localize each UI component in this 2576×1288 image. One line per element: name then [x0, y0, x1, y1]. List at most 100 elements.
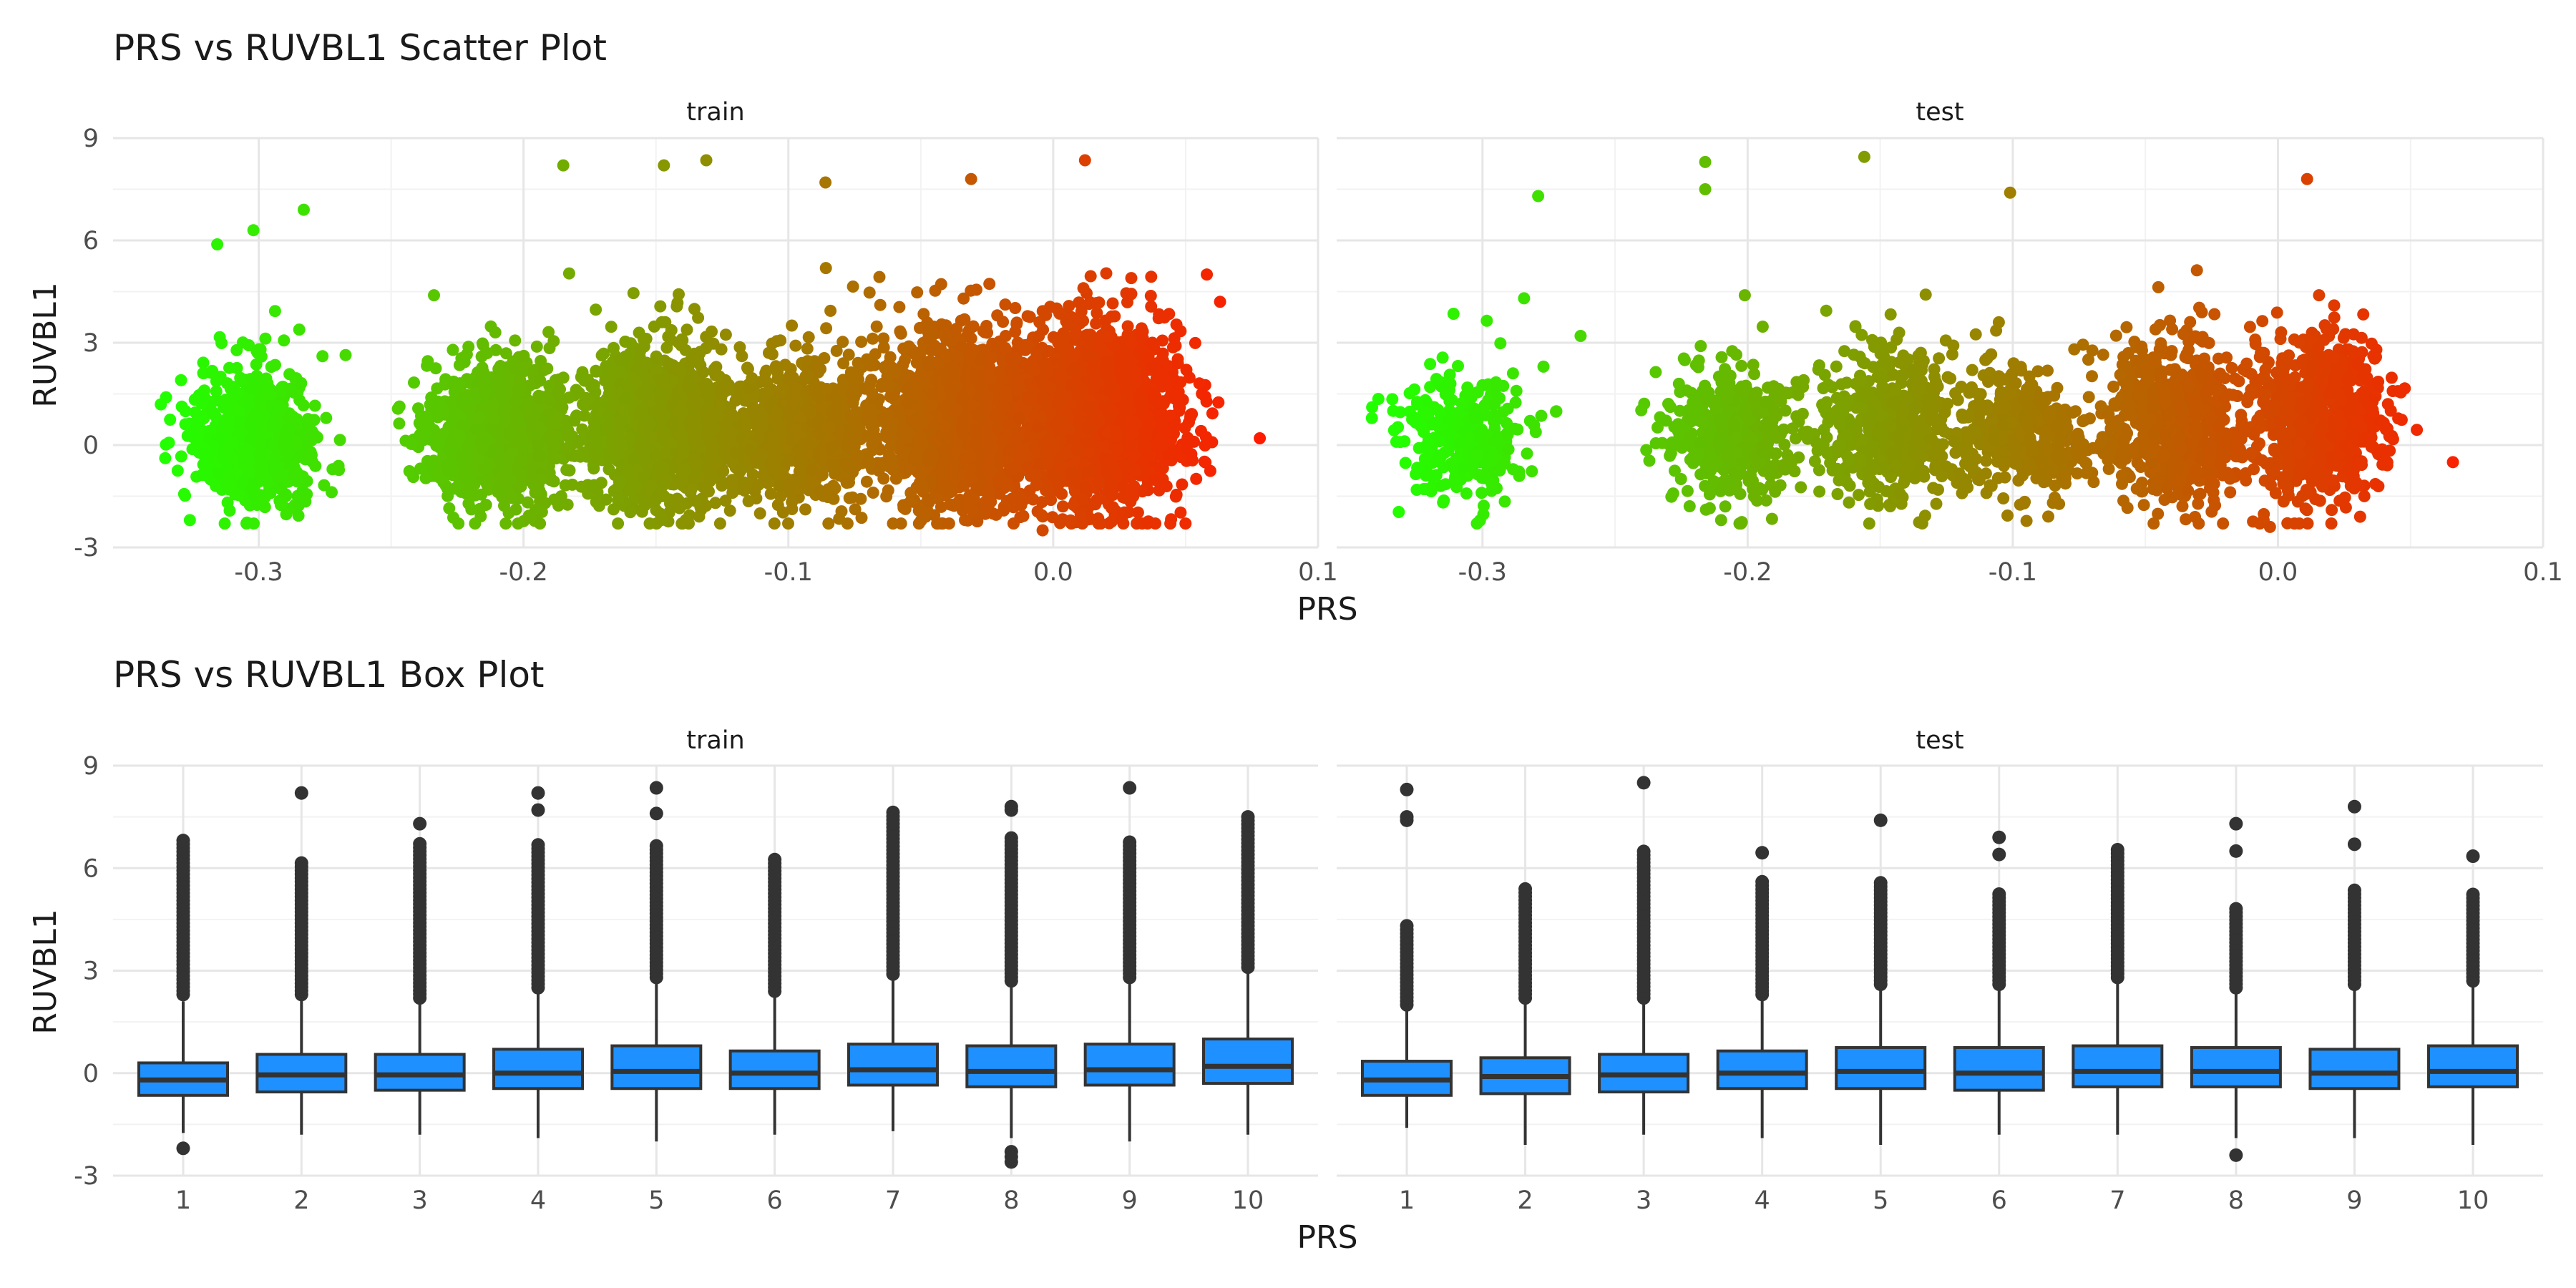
scatter-point [675, 406, 688, 419]
scatter-y-tick-label: 3 [83, 329, 99, 358]
scatter-title: PRS vs RUVBL1 Scatter Plot [113, 27, 607, 69]
scatter-point [473, 411, 486, 424]
scatter-point [242, 398, 254, 411]
scatter-point [790, 382, 803, 394]
scatter-point [560, 441, 573, 454]
scatter-point [766, 441, 779, 454]
scatter-point [669, 419, 681, 431]
scatter-point [693, 510, 706, 523]
scatter-point [525, 424, 538, 437]
scatter-point [284, 382, 297, 395]
scatter-x-tick-label: -0.1 [764, 558, 813, 587]
scatter-point [275, 497, 288, 509]
scatter-point [722, 384, 735, 396]
scatter-point [403, 465, 416, 477]
scatter-point [860, 475, 873, 488]
scatter-point [641, 459, 654, 472]
scatter-point [223, 361, 235, 374]
scatter-point [273, 471, 286, 484]
scatter-point [548, 493, 561, 506]
scatter-point [784, 411, 797, 424]
scatter-point [870, 320, 883, 333]
scatter-point [522, 496, 534, 509]
scatter-point [486, 399, 499, 412]
scatter-point [179, 405, 192, 418]
scatter-point [867, 487, 879, 499]
scatter-point [627, 287, 640, 300]
scatter-point [408, 376, 420, 389]
scatter-point [283, 412, 296, 425]
scatter-point [690, 457, 703, 470]
scatter-point [897, 342, 910, 355]
scatter-point [654, 300, 667, 313]
scatter-point [220, 417, 233, 430]
scatter-point [756, 421, 769, 434]
box-y-axis-title: RUVBL1 [27, 909, 64, 1035]
scatter-point [658, 447, 671, 460]
scatter-point [245, 381, 258, 394]
scatter-point [297, 399, 310, 411]
scatter-point [748, 406, 761, 419]
scatter-y-axis-title: RUVBL1 [27, 282, 64, 408]
scatter-point [266, 401, 279, 414]
scatter-point [509, 435, 522, 448]
scatter-point [250, 345, 263, 358]
scatter-point [733, 392, 746, 405]
scatter-point [580, 391, 592, 404]
scatter-point [712, 370, 725, 383]
scatter-point [742, 495, 755, 507]
scatter-point [430, 439, 443, 452]
scatter-point [494, 378, 507, 391]
scatter-point [469, 517, 482, 530]
scatter-point [789, 423, 802, 436]
scatter-point [600, 421, 613, 434]
scatter-point [212, 467, 225, 479]
scatter-point [197, 356, 210, 369]
scatter-point [445, 436, 458, 449]
scatter-point [444, 456, 457, 469]
scatter-point [262, 389, 275, 401]
scatter-point [624, 506, 637, 519]
scatter-x-tick-label: 0.1 [1298, 558, 1338, 587]
scatter-point [564, 429, 577, 442]
scatter-point [509, 409, 522, 421]
scatter-point [635, 505, 648, 518]
scatter-x-axis-title: PRS [1297, 591, 1357, 628]
scatter-point [575, 371, 587, 384]
scatter-point [673, 429, 686, 442]
scatter-point [391, 402, 404, 415]
scatter-point [278, 435, 291, 448]
scatter-point [254, 470, 267, 483]
scatter-point [306, 425, 318, 438]
scatter-point [744, 444, 757, 457]
scatter-point [654, 507, 667, 520]
scatter-point [492, 486, 504, 499]
scatter-point [802, 331, 815, 343]
scatter-point [462, 497, 475, 510]
scatter-point [590, 303, 602, 316]
scatter-point [477, 440, 489, 453]
scatter-point [291, 475, 303, 488]
scatter-point [499, 517, 512, 530]
scatter-point [703, 485, 715, 498]
scatter-x-tick-label: -0.2 [499, 558, 548, 587]
scatter-point [613, 475, 625, 488]
scatter-point [709, 497, 722, 509]
scatter-point [405, 437, 418, 450]
scatter-strip-test: test [1916, 98, 1963, 127]
scatter-point [672, 336, 685, 349]
scatter-x-tick-label: -0.3 [234, 558, 283, 587]
scatter-point [179, 489, 192, 502]
scatter-point [188, 394, 201, 406]
scatter-point [456, 397, 468, 410]
scatter-point [608, 503, 620, 516]
scatter-point [662, 331, 675, 343]
scatter-point [459, 473, 472, 486]
scatter-point [534, 517, 547, 530]
scatter-point [587, 462, 600, 475]
box-strip-test: test [1916, 726, 1963, 755]
scatter-point [595, 349, 608, 362]
scatter-point [692, 396, 705, 409]
scatter-point [547, 418, 560, 431]
